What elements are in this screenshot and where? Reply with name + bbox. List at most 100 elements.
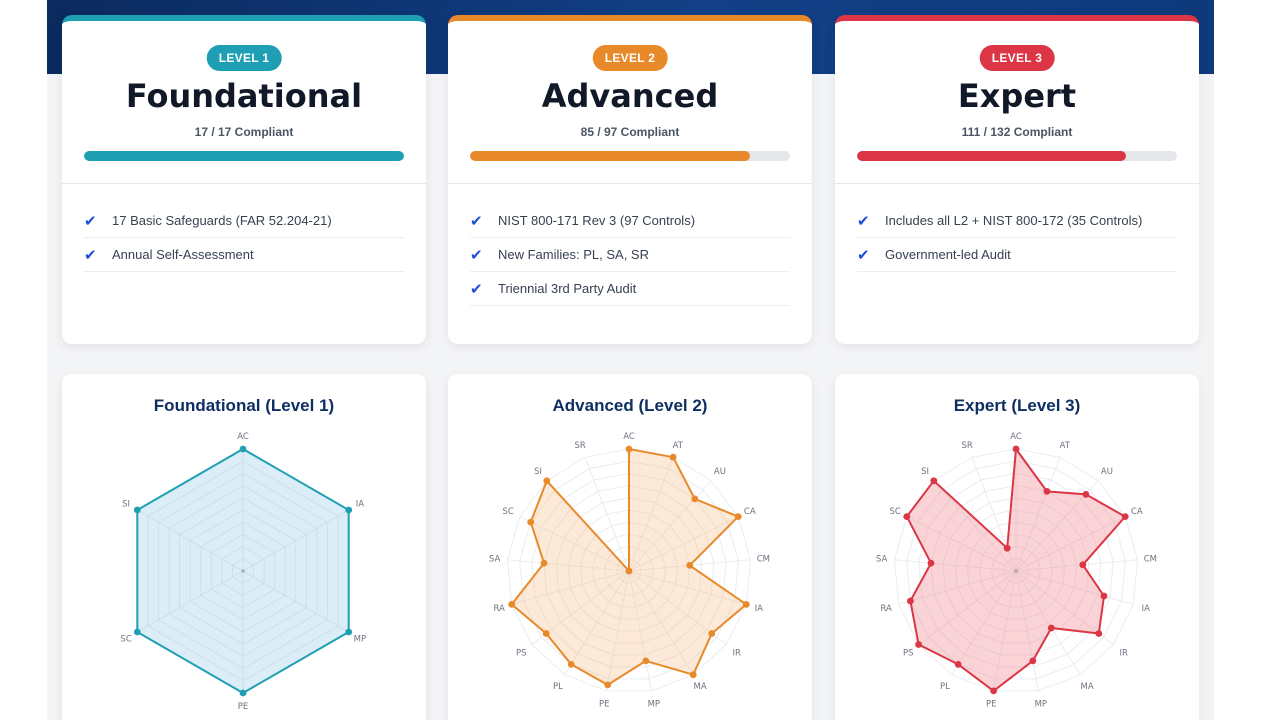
radar-data-point-ra: [907, 597, 914, 605]
level-card-3: LEVEL 3 Expert 111 / 132 Compliant ✔ Incl…: [835, 15, 1199, 344]
radar-spoke: [584, 457, 630, 572]
radar-axis-label-sa: SA: [876, 555, 888, 565]
feature-text: Government-led Audit: [885, 247, 1011, 262]
progress-fill: [470, 151, 751, 161]
radar-data-point-ia: [345, 506, 353, 514]
level-card-header: LEVEL 1 Foundational 17 / 17 Compliant: [62, 21, 426, 184]
radar-data-point-ma: [1047, 624, 1055, 632]
radar-data-point-pe: [239, 689, 247, 697]
radar-grid-ring: [531, 472, 727, 668]
radar-data-point-at: [1043, 488, 1051, 495]
check-icon: ✔: [857, 212, 870, 230]
radar-series-area: [136, 448, 350, 694]
radar-center: [1014, 569, 1018, 573]
radar-axis-label-sc: SC: [503, 507, 514, 517]
feature-item: ✔ Annual Self-Assessment: [84, 238, 404, 272]
radar-grid-ring: [930, 485, 1102, 656]
radar-axis-label-ra: RA: [494, 604, 506, 614]
radar-spoke: [918, 570, 1017, 645]
radar-data-point-ma: [689, 671, 697, 679]
radar-spoke: [511, 570, 630, 605]
radar-chart-title: Expert (Level 3): [953, 396, 1081, 415]
radar-spoke: [993, 570, 1017, 691]
radar-data-point-pl: [954, 661, 962, 668]
radar-grid-ring: [991, 546, 1041, 596]
level-badge: LEVEL 2: [592, 45, 668, 71]
radar-spoke: [628, 570, 652, 691]
radar-spoke: [628, 457, 674, 572]
radar-axis-label-ac: AC: [1010, 432, 1022, 442]
radar-chart: AC AT AU CA CM IA IR MA MP PE PL PS RA SA SC SI SR: [876, 432, 1157, 710]
check-icon: ✔: [470, 280, 483, 298]
level-badge: LEVEL 3: [979, 45, 1055, 71]
radar-axis-label-ir: IR: [1119, 648, 1128, 658]
radar-axis-label-ac: AC: [623, 432, 635, 442]
feature-item: ✔ NIST 800-171 Rev 3 (97 Controls): [470, 204, 790, 238]
radar-spoke: [906, 516, 1017, 572]
radar-axis-label-cm: CM: [1144, 555, 1157, 565]
radar-data-point-cm: [686, 562, 694, 569]
radar-axis-label-mp: MP: [1035, 700, 1047, 710]
radar-axis-label-ia: IA: [1142, 604, 1151, 614]
radar-axis-label-mp: MP: [648, 700, 660, 710]
radar-data-point-sa: [927, 559, 935, 567]
radar-grid-ring: [616, 558, 642, 584]
radar-chart-title: Foundational (Level 1): [153, 396, 335, 415]
radar-grid-ring: [604, 546, 654, 596]
radar-axis-label-au: AU: [714, 467, 726, 477]
radar-axis-label-ia: IA: [356, 500, 365, 510]
radar-spoke: [628, 516, 739, 572]
feature-list: ✔ 17 Basic Safeguards (FAR 52.204-21) ✔ An…: [62, 184, 426, 272]
radar-data-point-cm: [1079, 561, 1087, 569]
radar-data-point-au: [691, 495, 699, 503]
level-badge: LEVEL 1: [206, 45, 282, 71]
radar-axis-label-sa: SA: [489, 555, 501, 565]
radar-axis-label-at: AT: [673, 441, 684, 451]
feature-text: Includes all L2 + NIST 800-172 (35 Contr…: [885, 213, 1143, 228]
radar-spoke: [1015, 457, 1061, 572]
radar-grid-ring: [918, 472, 1114, 668]
check-icon: ✔: [470, 212, 483, 230]
radar-chart-title: Advanced (Level 2): [552, 396, 708, 415]
radar-spoke: [628, 480, 712, 572]
radar-data-point-pe: [604, 681, 612, 689]
radar-axis-label-pe: PE: [238, 702, 249, 712]
radar-data-point-sc: [527, 518, 535, 526]
radar-spoke: [933, 480, 1017, 572]
radar-grid-ring: [906, 460, 1126, 680]
radar-data-point-au: [1082, 491, 1090, 498]
feature-item: ✔ Includes all L2 + NIST 800-172 (35 Cont…: [857, 204, 1177, 238]
radar-spoke: [898, 570, 1017, 605]
radar-data-point-sr: [1003, 544, 1011, 552]
radar-card-3: Expert (Level 3) AC AT AU CA CM IA IR MA MP PE PL P…: [835, 374, 1199, 720]
radar-data-point-si: [543, 477, 551, 485]
radar-axis-label-pe: PE: [986, 700, 997, 710]
radar-spoke: [242, 509, 349, 572]
radar-axis-label-sr: SR: [962, 441, 973, 451]
feature-list: ✔ NIST 800-171 Rev 3 (97 Controls) ✔ New F…: [448, 184, 812, 306]
radar-data-point-ra: [508, 601, 516, 608]
level-card-1: LEVEL 1 Foundational 17 / 17 Compliant ✔…: [62, 15, 426, 344]
radar-axis-label-ia: IA: [755, 604, 764, 614]
radar-spoke: [628, 570, 694, 675]
radar-data-point-mp: [345, 628, 353, 636]
radar-grid-ring: [966, 521, 1066, 620]
feature-item: ✔ Government-led Audit: [857, 238, 1177, 272]
radar-axis-label-ps: PS: [903, 648, 914, 658]
radar-grid-ring: [592, 533, 666, 608]
radar-spoke: [564, 570, 630, 675]
feature-text: Annual Self-Assessment: [112, 247, 254, 262]
radar-spoke: [137, 570, 244, 633]
radar-grid-ring: [555, 497, 703, 644]
feature-text: Triennial 3rd Party Audit: [498, 281, 637, 296]
radar-series-area: [905, 448, 1127, 692]
feature-item: ✔ New Families: PL, SA, SR: [470, 238, 790, 272]
radar-axis-label-sr: SR: [575, 441, 586, 451]
radar-grid-ring: [543, 485, 715, 656]
radar-data-point-sr: [625, 567, 633, 575]
radar-chart: AC IA MP PE SC SI: [120, 432, 366, 712]
feature-item: ✔ 17 Basic Safeguards (FAR 52.204-21): [84, 204, 404, 238]
radar-grid-ring: [519, 460, 739, 680]
progress-fill: [857, 151, 1127, 161]
radar-data-point-si: [133, 506, 141, 514]
